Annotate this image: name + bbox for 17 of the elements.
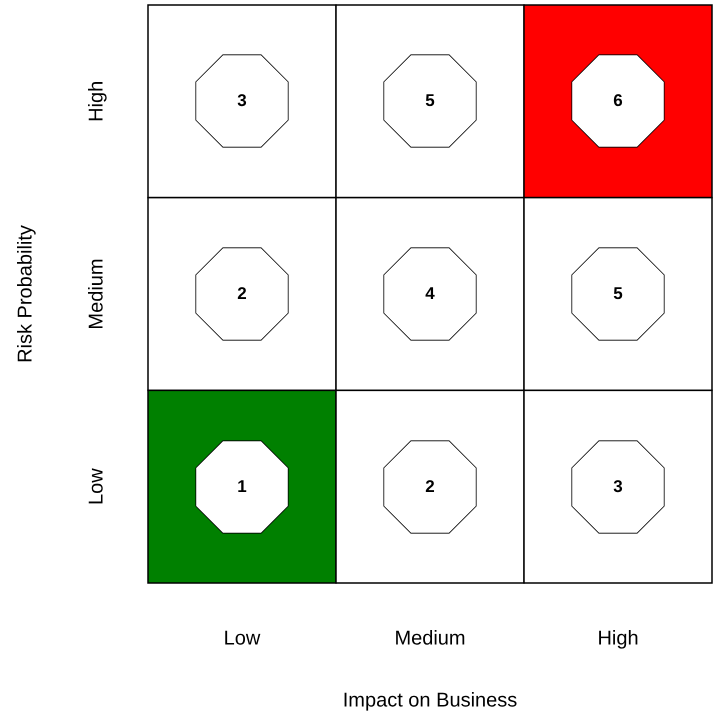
data-label: 3 — [237, 91, 247, 112]
data-label: 3 — [613, 476, 623, 497]
y-tick-label: High — [86, 80, 108, 122]
data-label: 1 — [237, 476, 247, 497]
x-tick-label: High — [597, 628, 639, 650]
x-tick-label: Medium — [394, 628, 466, 650]
y-axis-title: Risk Probability — [14, 225, 37, 363]
data-label: 5 — [425, 91, 435, 112]
y-tick-label: Low — [86, 468, 108, 506]
data-label: 2 — [237, 284, 247, 304]
y-tick-label: Medium — [86, 258, 108, 330]
data-label: 4 — [425, 284, 435, 304]
data-label: 6 — [613, 91, 623, 112]
data-label: 5 — [613, 284, 623, 304]
data-label: 2 — [425, 476, 435, 497]
x-axis-title: Impact on Business — [342, 690, 518, 712]
x-tick-label: Low — [224, 628, 261, 650]
